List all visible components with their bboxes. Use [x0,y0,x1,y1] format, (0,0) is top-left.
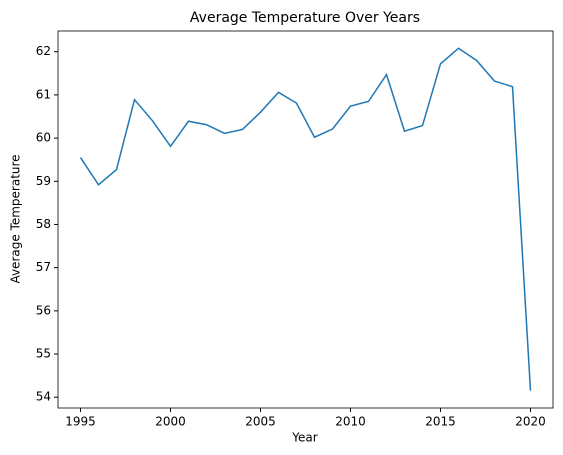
y-tick-label: 62 [36,44,51,58]
y-tick-label: 55 [36,347,51,361]
y-tick-label: 56 [36,303,51,317]
y-axis-label: Average Temperature [9,154,23,283]
x-tick-label: 2010 [335,415,366,429]
y-tick-label: 61 [36,87,51,101]
chart-title: Average Temperature Over Years [190,10,420,26]
x-axis-label: Year [291,431,317,445]
y-tick-label: 58 [36,217,51,231]
x-tick-label: 2015 [425,415,456,429]
y-tick-label: 59 [36,174,51,188]
x-tick-label: 2020 [515,415,546,429]
x-tick-label: 2005 [245,415,276,429]
x-tick-label: 2000 [155,415,186,429]
y-tick-label: 60 [36,131,51,145]
plot-frame [57,30,554,409]
y-tick-label: 54 [36,390,51,404]
data-line [79,47,532,391]
y-tick-label: 57 [36,260,51,274]
x-tick-label: 1995 [65,415,96,429]
